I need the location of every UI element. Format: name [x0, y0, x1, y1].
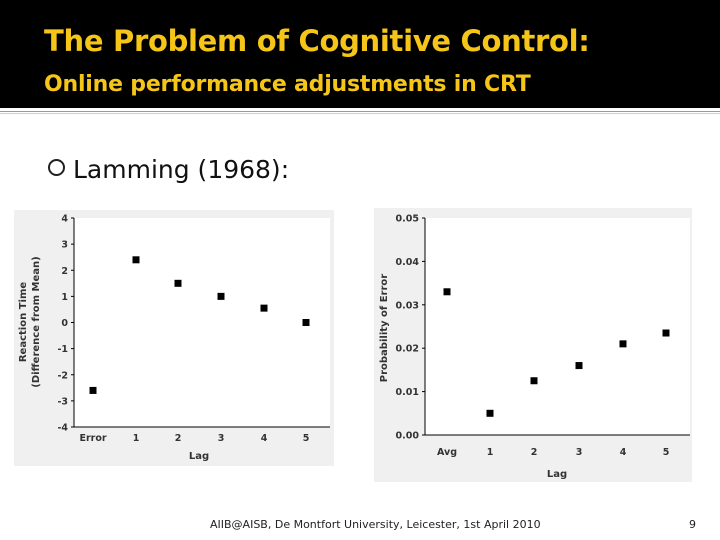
x-tick-label: Error	[79, 433, 106, 444]
header-divider	[0, 111, 720, 112]
data-point	[619, 340, 627, 348]
y-axis-label: Reaction Time	[18, 282, 29, 363]
y-tick-label: 0.05	[396, 214, 419, 225]
y-tick-label: 0.02	[396, 344, 419, 355]
data-point	[662, 329, 670, 337]
data-point	[530, 377, 538, 385]
slide-subtitle: Online performance adjustments in CRT	[44, 72, 531, 97]
data-point	[89, 386, 97, 394]
y-tick-labels: 0.05 0.04 0.03 0.02 0.01 0.00	[396, 214, 425, 442]
slide-header: The Problem of Cognitive Control: Online…	[0, 0, 720, 108]
header-divider-light	[0, 113, 720, 114]
data-point	[174, 279, 182, 287]
y-tick-label: 0.04	[396, 257, 420, 268]
y-tick-label: 2	[61, 266, 68, 277]
x-axis-label: Lag	[189, 451, 209, 462]
y-tick-label: -3	[57, 396, 68, 407]
y-tick-labels: 4 3 2 1 0 -1 -2 -3 -4	[57, 214, 74, 434]
slide-footer: AIIB@AISB, De Montfort University, Leice…	[210, 518, 541, 531]
data-point	[486, 409, 494, 417]
error-probability-chart: 0.05 0.04 0.03 0.02 0.01 0.00 Avg 1 2 3 4 5 Lag Pr…	[374, 208, 692, 482]
y-axis-label: Probability of Error	[379, 274, 390, 383]
y-tick-label: 4	[61, 214, 68, 225]
y-tick-label: 0.03	[396, 300, 419, 311]
x-axis-label: Lag	[547, 469, 567, 480]
x-tick-label: 3	[576, 447, 583, 458]
data-point	[217, 292, 225, 300]
x-tick-label: 3	[218, 433, 225, 444]
data-point	[302, 319, 310, 326]
x-tick-label: 1	[133, 433, 140, 444]
x-tick-label: 2	[531, 447, 538, 458]
y-tick-label: -4	[57, 423, 68, 434]
y-tick-label: -2	[57, 370, 68, 381]
x-tick-label: 4	[620, 447, 627, 458]
plot-area	[74, 218, 330, 427]
y-tick-label: -1	[57, 344, 68, 355]
y-tick-label: 1	[61, 292, 68, 303]
y-axis-label-sub: (Difference from Mean)	[31, 256, 42, 387]
x-tick-labels: Avg 1 2 3 4 5	[437, 447, 669, 458]
x-tick-label: 5	[663, 447, 670, 458]
bullet-item: Lamming (1968):	[48, 155, 289, 184]
data-point	[260, 304, 268, 312]
y-tick-label: 0.01	[396, 387, 419, 398]
x-tick-label: 1	[487, 447, 494, 458]
y-tick-label: 3	[61, 240, 68, 251]
x-tick-label: Avg	[437, 447, 457, 458]
data-point	[575, 362, 583, 370]
x-tick-labels: Error 1 2 3 4 5	[79, 433, 309, 444]
y-tick-label: 0.00	[396, 431, 420, 442]
plot-area	[425, 218, 690, 435]
reaction-time-chart: 4 3 2 1 0 -1 -2 -3 -4 Error 1 2 3 4 5 Lag Reaction Ti…	[14, 210, 334, 466]
slide-title: The Problem of Cognitive Control:	[44, 24, 590, 58]
x-tick-label: 5	[303, 433, 310, 444]
y-tick-label: 0	[61, 318, 68, 329]
bullet-text: Lamming (1968):	[73, 155, 290, 184]
data-points	[89, 256, 310, 394]
data-points	[443, 288, 670, 417]
x-tick-label: 2	[175, 433, 182, 444]
page-number: 9	[689, 518, 696, 531]
x-tick-label: 4	[261, 433, 268, 444]
circle-bullet-icon	[48, 159, 65, 176]
data-point	[443, 288, 451, 296]
data-point	[132, 256, 140, 264]
